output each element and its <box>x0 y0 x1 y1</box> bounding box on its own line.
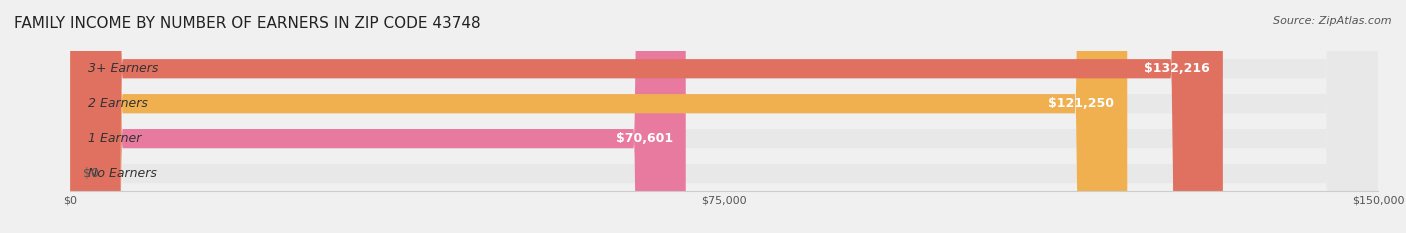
Text: $132,216: $132,216 <box>1144 62 1209 75</box>
Text: 1 Earner: 1 Earner <box>87 132 141 145</box>
Text: $70,601: $70,601 <box>616 132 672 145</box>
Text: FAMILY INCOME BY NUMBER OF EARNERS IN ZIP CODE 43748: FAMILY INCOME BY NUMBER OF EARNERS IN ZI… <box>14 16 481 31</box>
FancyBboxPatch shape <box>70 0 686 233</box>
FancyBboxPatch shape <box>70 0 1128 233</box>
FancyBboxPatch shape <box>70 0 1378 233</box>
FancyBboxPatch shape <box>70 0 1378 233</box>
Text: No Earners: No Earners <box>87 167 156 180</box>
Text: $0: $0 <box>83 167 100 180</box>
FancyBboxPatch shape <box>70 0 1378 233</box>
FancyBboxPatch shape <box>70 0 1378 233</box>
Text: $121,250: $121,250 <box>1049 97 1114 110</box>
Text: Source: ZipAtlas.com: Source: ZipAtlas.com <box>1274 16 1392 26</box>
Text: 3+ Earners: 3+ Earners <box>87 62 157 75</box>
Text: 2 Earners: 2 Earners <box>87 97 148 110</box>
FancyBboxPatch shape <box>70 0 1223 233</box>
